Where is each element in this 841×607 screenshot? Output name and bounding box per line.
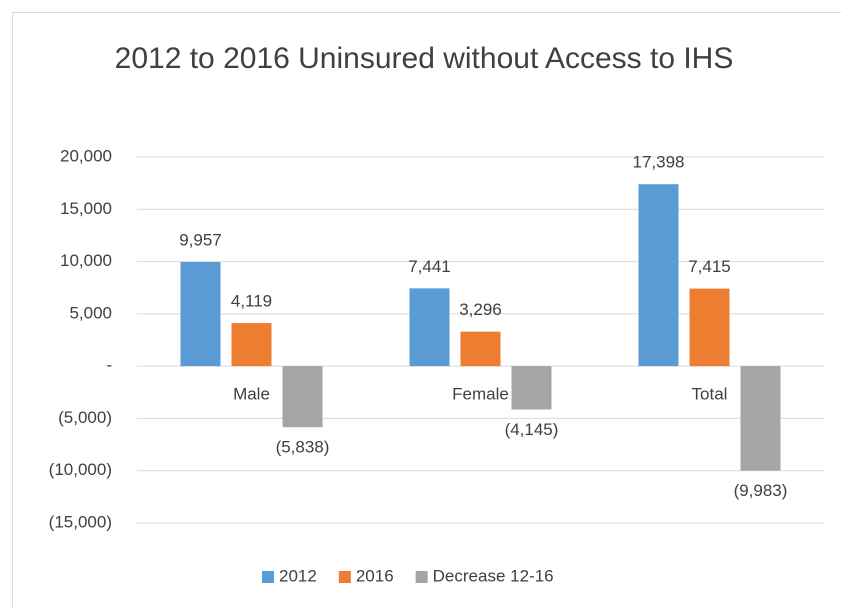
y-tick-label: 5,000 [69,303,112,322]
data-label: (5,838) [276,438,330,457]
legend-label: 2016 [356,566,394,585]
bar [231,323,272,367]
legend-label: Decrease 12-16 [433,566,554,585]
bar [689,288,730,367]
y-tick-label: - [106,356,112,375]
data-label: 17,398 [633,153,685,172]
chart-title: 2012 to 2016 Uninsured without Access to… [114,42,734,75]
bar [638,184,679,367]
bar [282,366,323,428]
bar [460,331,501,367]
data-label: 3,296 [459,300,502,319]
x-tick-label: Total [692,385,728,404]
data-label: (4,145) [505,420,559,439]
data-label: 9,957 [179,231,222,250]
x-tick-label: Male [233,385,270,404]
y-tick-label: (5,000) [58,408,112,427]
y-tick-label: (10,000) [49,460,112,479]
bar [409,288,450,367]
x-tick-label: Female [452,385,509,404]
chart-border [12,12,841,607]
bar [511,366,552,410]
y-tick-label: 10,000 [60,251,112,270]
legend-swatch [262,571,274,583]
bar [180,262,221,367]
y-tick-label: (15,000) [49,512,112,531]
data-label: 7,415 [688,257,731,276]
data-label: (9,983) [734,481,788,500]
legend-swatch [415,571,428,583]
y-tick-label: 20,000 [60,146,112,165]
legend-swatch [338,571,351,583]
legend-label: 2012 [279,566,317,585]
bar [740,366,781,471]
y-tick-label: 15,000 [60,199,112,218]
data-label: 7,441 [408,257,451,276]
data-label: 4,119 [231,292,272,311]
